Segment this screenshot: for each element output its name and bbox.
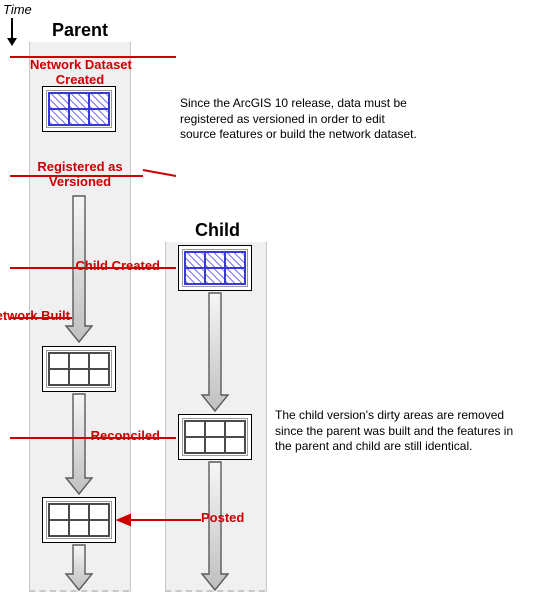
parent-heading: Parent (52, 20, 108, 41)
parent-dataset-1 (42, 86, 116, 132)
label-registered-as-versioned: Registered asVersioned (30, 160, 130, 190)
note-arcgis10: Since the ArcGIS 10 release, data must b… (180, 96, 420, 143)
label-network-built: Network Built (0, 309, 70, 324)
time-axis-label: Time (3, 2, 32, 17)
label-posted: Posted (201, 511, 261, 526)
child-dataset-2 (178, 414, 252, 460)
label-network-dataset-created: Network DatasetCreated (30, 58, 130, 88)
note-dirty-removed: The child version's dirty areas are remo… (275, 408, 525, 455)
parent-dataset-2 (42, 346, 116, 392)
child-heading: Child (195, 220, 240, 241)
label-reconciled: Reconciled (60, 429, 160, 444)
parent-dataset-3 (42, 497, 116, 543)
label-child-created: Child Created (40, 259, 160, 274)
child-dataset-1 (178, 245, 252, 291)
